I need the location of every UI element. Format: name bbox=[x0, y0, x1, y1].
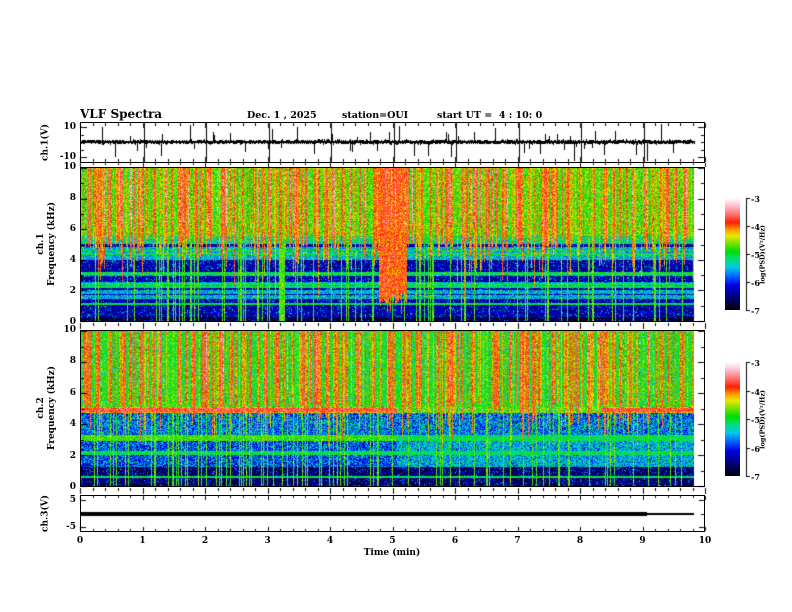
plot-title: VLF Spectra bbox=[80, 107, 163, 121]
colorbar2-tick-label: -6 bbox=[751, 443, 760, 454]
ch3-voltage-axis-label: ch.3(V) bbox=[40, 495, 51, 532]
xaxis-title: Time (min) bbox=[363, 548, 421, 558]
xtick-label: 1 bbox=[139, 536, 146, 546]
ytick-label: 6 bbox=[69, 224, 76, 234]
ch2-frequency-axis-label: ch.2 Frequency (kHz) bbox=[36, 353, 58, 463]
colorbar1-tick-label: -6 bbox=[751, 278, 760, 288]
xtick-label: 7 bbox=[514, 536, 521, 546]
xtick-label: 0 bbox=[76, 536, 84, 546]
colorbar2-tick-label: -4 bbox=[751, 386, 760, 397]
ytick-label: 6 bbox=[69, 388, 76, 398]
ytick-label: 0 bbox=[69, 482, 76, 492]
ytick-label: 2 bbox=[69, 286, 76, 296]
ytick-label: -5 bbox=[66, 522, 76, 532]
colorbar1-tick-label: -3 bbox=[751, 194, 760, 204]
xtick-label: 9 bbox=[639, 536, 646, 546]
start-ut-label: start UT = 4 : 10: 0 bbox=[437, 110, 543, 121]
ch1-label-line2: Frequency (kHz) bbox=[47, 202, 57, 287]
xtick-label: 2 bbox=[201, 536, 209, 546]
ch1-spectrogram-canvas bbox=[81, 168, 704, 321]
ch2-spectrogram-canvas bbox=[81, 331, 704, 486]
ch1-spectrogram-panel bbox=[80, 167, 705, 322]
colorbar2-tick-label: -5 bbox=[751, 415, 760, 425]
ch1-frequency-axis-label: ch.1 Frequency (kHz) bbox=[36, 189, 58, 299]
xtick-label: 8 bbox=[576, 536, 584, 546]
colorbar1-tick-label: -5 bbox=[751, 250, 760, 260]
ytick-label: 4 bbox=[69, 419, 76, 429]
ch1-waveform-canvas bbox=[81, 123, 704, 162]
xtick-label: 3 bbox=[264, 536, 271, 546]
ch3-waveform-panel bbox=[80, 495, 705, 532]
plot-date: Dec. 1 , 2025 bbox=[247, 110, 317, 121]
ytick-label: -10 bbox=[59, 152, 76, 162]
ytick-label: 10 bbox=[63, 162, 76, 172]
colorbar1-tick-label: -4 bbox=[751, 222, 760, 232]
ytick-label: 5 bbox=[69, 495, 76, 505]
colorbar-ch1 bbox=[725, 198, 740, 310]
ch3-waveform-canvas bbox=[81, 496, 704, 531]
ch1-waveform-panel bbox=[80, 122, 705, 163]
ytick-label: 2 bbox=[69, 451, 76, 461]
ch2-label-line2: Frequency (kHz) bbox=[47, 366, 57, 451]
ytick-label: 4 bbox=[69, 255, 76, 265]
xtick-label: 6 bbox=[451, 536, 459, 546]
ch1-label-line1: ch.1 bbox=[36, 233, 46, 255]
ytick-label: 8 bbox=[69, 356, 76, 366]
ytick-label: 10 bbox=[63, 122, 76, 132]
xtick-label: 4 bbox=[326, 536, 334, 546]
colorbar-ch2 bbox=[725, 362, 740, 476]
colorbar2-tick-label: -7 bbox=[751, 472, 760, 482]
ytick-label: 8 bbox=[69, 193, 76, 203]
xtick-label: 5 bbox=[389, 536, 396, 546]
colorbar1-tick-label: -7 bbox=[751, 306, 760, 316]
station-label: station=OUI bbox=[342, 110, 409, 121]
ch2-label-line1: ch.2 bbox=[36, 397, 46, 419]
colorbar2-tick-label: -3 bbox=[751, 358, 760, 368]
ytick-label: 10 bbox=[63, 325, 76, 335]
xtick-label: 10 bbox=[698, 536, 712, 546]
ch2-spectrogram-panel bbox=[80, 330, 705, 487]
